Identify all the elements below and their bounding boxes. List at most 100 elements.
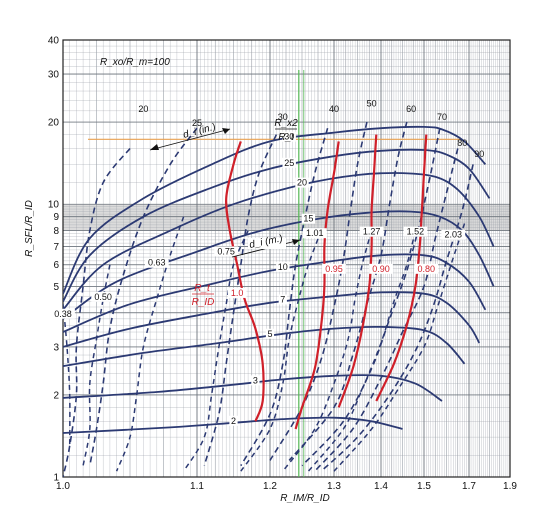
dashed-curve-40 [240, 127, 329, 467]
red-curve-0.95 [294, 141, 340, 430]
dashed-curve-label-40: 40 [329, 104, 339, 114]
di-mm-arrowhead [292, 239, 300, 245]
ratio-denominator: R_t [278, 132, 295, 143]
solid-curve-20 [63, 172, 495, 311]
solid-curve-2 [63, 416, 403, 434]
mm-dashed-curve-label-0.63-bg [144, 257, 169, 268]
dashed-curve-90 [320, 164, 474, 472]
mm-dashed-curve-label-0.50-bg [91, 291, 116, 302]
dashed-curve-20 [63, 147, 131, 477]
y-tick-label: 1 [53, 473, 59, 484]
mm-dashed-curve-label-2.03-bg [441, 229, 466, 240]
y-tick-label: 7 [53, 242, 59, 253]
mm-dashed-curve-1.52 [307, 230, 417, 472]
mm-dashed-curve-0.63 [115, 216, 185, 472]
x-tick-label: 1.4 [374, 481, 388, 492]
plot-frame [62, 39, 511, 478]
solid-curve-label-7-bg [278, 294, 287, 305]
mm-dashed-curve-label-2.03: 2.03 [444, 230, 462, 240]
dashed-curve-70 [301, 128, 441, 467]
dashed-curve-50 [269, 121, 368, 461]
y-tick-label: 6 [53, 260, 59, 271]
dashed-curve-label-30: 30 [278, 112, 288, 122]
x-tick-label: 1.2 [263, 481, 277, 492]
solid-curve-label-2-bg [229, 415, 238, 426]
solid-curve-label-30: 30 [284, 132, 294, 142]
solid-curve-25 [63, 148, 491, 302]
dashed-curve-label-25: 25 [192, 118, 202, 128]
solid-curve-label-7: 7 [280, 294, 285, 304]
red-fraction-numerator: R_t [194, 283, 211, 294]
parameter-label: R_xo/R_m=100 [100, 57, 170, 68]
solid-curve-label-25-bg [282, 157, 296, 168]
red-curve-label-0.90-bg [369, 263, 393, 274]
red-curve-label-0.80: 0.80 [417, 264, 435, 274]
y-tick-label: 9 [53, 212, 59, 223]
di-inches-arrow [149, 128, 231, 151]
solid-curve-label-10-bg [276, 261, 290, 272]
mm-dashed-curve-label-0.75: 0.75 [217, 246, 235, 256]
x-tick-label: 1.1 [190, 481, 204, 492]
solid-curve-label-20-bg [295, 177, 309, 188]
red-fraction-denominator: R_ID [192, 297, 215, 308]
solid-curve-label-15: 15 [303, 214, 313, 224]
mm-dashed-curve-0.38 [63, 304, 71, 446]
red-curve-label-0.95-bg [322, 263, 346, 274]
solid-curve-30 [63, 125, 487, 295]
solid-curve-5 [63, 325, 466, 367]
solid-curve-label-15-bg [301, 213, 316, 224]
x-tick-label: 1.9 [503, 481, 517, 492]
y-tick-label: 10 [48, 200, 60, 211]
red-curve-label-0.80-bg [414, 263, 439, 274]
x-tick-label: 1.3 [327, 481, 341, 492]
mm-dashed-curve-label-1.01: 1.01 [306, 228, 324, 238]
mm-dashed-curve-label-0.38: 0.38 [54, 309, 72, 319]
mm-dashed-curve-1.27 [282, 230, 373, 472]
di-mm-label-bg [248, 238, 286, 249]
solid-curve-10 [63, 253, 487, 333]
mm-dashed-curve-label-1.52-bg [403, 226, 428, 237]
y-tick-label: 3 [53, 342, 59, 353]
solid-curve-3 [63, 374, 443, 402]
dashed-curve-25 [89, 127, 198, 466]
solid-curve-7 [63, 291, 481, 348]
solid-curve-label-5: 5 [267, 329, 272, 339]
red-curve-label-0.95: 0.95 [325, 264, 343, 274]
mm-dashed-curve-1.01 [240, 230, 322, 472]
dashed-curve-label-50: 50 [367, 99, 377, 109]
solid-curve-label-10: 10 [278, 262, 288, 272]
red-curve-1.0 [225, 141, 265, 422]
dashed-curve-label-80: 80 [457, 138, 467, 148]
red-curve-label-1.0: 1.0 [231, 288, 244, 298]
mm-dashed-curve-label-1.27-bg [359, 226, 384, 237]
x-tick-label: 1.5 [417, 481, 431, 492]
red-curve-label-1.0-bg [227, 287, 247, 298]
red-curve-label-0.90: 0.90 [372, 264, 390, 274]
y-tick-label: 30 [48, 70, 60, 81]
solid-curve-label-2: 2 [231, 416, 236, 426]
di-inches-arrowhead [150, 144, 159, 150]
solid-curve-label-20: 20 [297, 178, 307, 188]
y-axis-label: R_SFL/R_ID [24, 200, 35, 257]
y-tick-label: 2 [53, 390, 59, 401]
y-tick-label: 40 [48, 36, 60, 47]
di-inches-arrowhead-2 [222, 128, 230, 134]
solid-curve-label-30-bg [282, 131, 296, 142]
solid-curve-label-3-bg [251, 375, 260, 386]
x-axis-label: R_IM/R_ID [280, 493, 329, 504]
solid-curve-label-25: 25 [284, 158, 294, 168]
dashed-curve-60 [288, 121, 408, 461]
x-tick-label: 1.0 [56, 481, 70, 492]
solid-curve-label-5-bg [265, 328, 275, 339]
mm-dashed-curve-label-1.52: 1.52 [407, 227, 425, 237]
dashed-curve-label-20: 20 [138, 104, 148, 114]
dashed-curve-label-90: 90 [474, 149, 484, 159]
mm-dashed-curve-label-0.75-bg [214, 246, 239, 257]
mm-dashed-curve-label-0.50: 0.50 [94, 292, 112, 302]
y-tick-label: 5 [53, 282, 59, 293]
dashed-curve-label-60: 60 [406, 104, 416, 114]
ratio-numerator: R_x2 [274, 118, 298, 129]
mm-dashed-curve-label-1.01-bg [302, 228, 327, 239]
